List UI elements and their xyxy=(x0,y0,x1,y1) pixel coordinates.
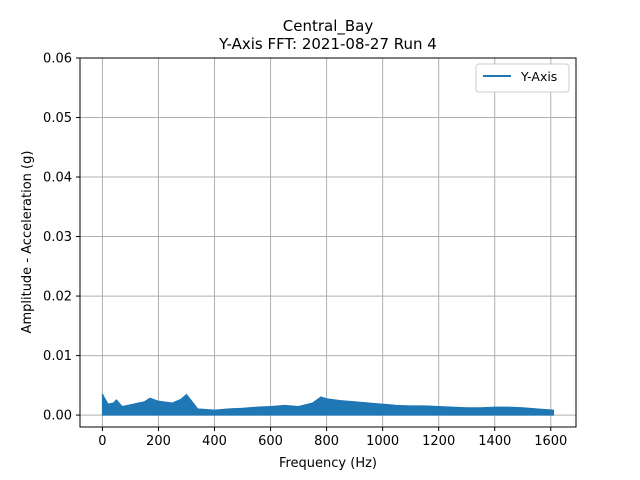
x-tick-label: 1000 xyxy=(366,434,399,449)
y-tick-label: 0.00 xyxy=(43,409,72,424)
y-tick-label: 0.05 xyxy=(43,111,72,126)
x-tick-label: 1400 xyxy=(478,434,511,449)
legend-box xyxy=(475,63,570,93)
y-tick-label: 0.06 xyxy=(43,52,72,67)
x-tick-label: 600 xyxy=(258,434,283,449)
y-axis-ticks: 0.00 0.01 0.02 0.03 0.04 0.05 0.06 xyxy=(43,52,80,424)
x-tick-label: 0 xyxy=(98,434,106,449)
x-tick-label: 800 xyxy=(314,434,339,449)
legend-label-y-axis: Y-Axis xyxy=(520,69,557,84)
x-tick-label: 1200 xyxy=(422,434,455,449)
x-tick-label: 1600 xyxy=(534,434,567,449)
x-tick-label: 400 xyxy=(202,434,227,449)
y-tick-label: 0.03 xyxy=(43,230,72,245)
x-axis-label: Frequency (Hz) xyxy=(279,456,377,471)
chart-subtitle: Y-Axis FFT: 2021-08-27 Run 4 xyxy=(218,35,437,53)
chart-title: Central_Bay xyxy=(283,17,374,36)
y-axis-label: Amplitude - Acceleration (g) xyxy=(20,151,35,334)
x-axis-ticks: 0 200 400 600 800 1000 1200 1400 1600 xyxy=(98,427,567,449)
series-y-axis-line xyxy=(101,393,554,412)
x-tick-label: 200 xyxy=(146,434,171,449)
legend: Y-Axis xyxy=(475,63,570,93)
y-tick-label: 0.02 xyxy=(43,290,72,305)
series-area xyxy=(101,393,555,416)
y-tick-label: 0.01 xyxy=(43,349,72,364)
plot-frame xyxy=(79,57,577,428)
y-tick-label: 0.04 xyxy=(43,171,72,186)
